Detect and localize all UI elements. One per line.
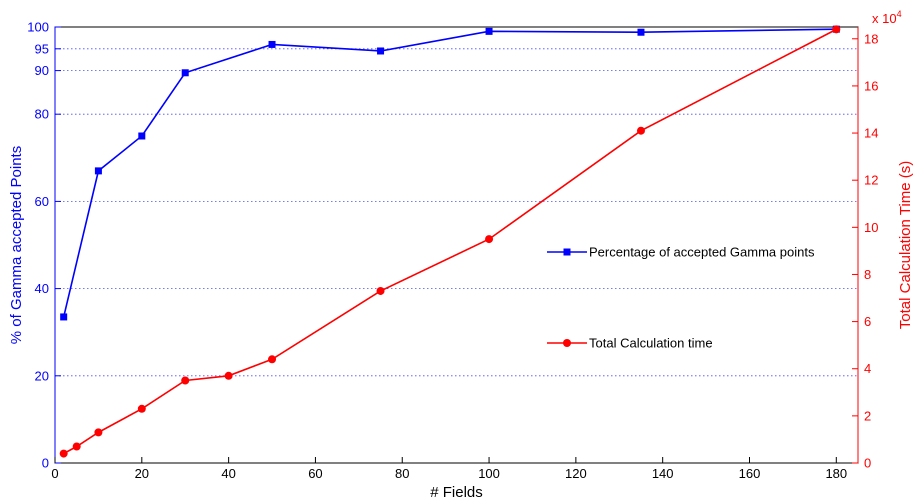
right-tick-label: 10 xyxy=(864,220,878,235)
x-tick-label: 20 xyxy=(135,466,149,481)
right-tick-label: 2 xyxy=(864,408,871,423)
exponent-power: 4 xyxy=(897,9,902,19)
data-point xyxy=(376,286,385,295)
data-point xyxy=(59,449,68,458)
legend: Percentage of accepted Gamma points Total… xyxy=(547,245,815,351)
data-point xyxy=(485,27,493,35)
legend-label: Total Calculation time xyxy=(589,336,713,351)
right-y-axis-label: Total Calculation Time (s) xyxy=(897,161,914,329)
data-point xyxy=(94,167,102,175)
right-axis-exponent: x 104 xyxy=(872,9,902,26)
x-tick-label: 60 xyxy=(308,466,322,481)
right-tick-label: 4 xyxy=(864,361,871,376)
x-tick-label: 180 xyxy=(825,466,847,481)
series-layer xyxy=(59,25,841,458)
right-y-axis: 0 2 4 6 8 10 12 14 16 18 xyxy=(852,27,878,471)
data-point xyxy=(268,40,276,48)
right-tick-label: 8 xyxy=(864,267,871,282)
data-point xyxy=(636,126,645,135)
series-line xyxy=(63,28,837,455)
left-y-axis-label: % of Gamma accepted Points xyxy=(8,146,25,344)
series-1 xyxy=(60,25,840,321)
data-point xyxy=(832,25,841,34)
x-tick-label: 0 xyxy=(51,466,58,481)
data-point xyxy=(485,235,494,244)
right-tick-label: 14 xyxy=(864,126,878,141)
data-point xyxy=(637,28,645,36)
left-tick-label: 95 xyxy=(35,41,49,56)
x-tick-label: 160 xyxy=(739,466,761,481)
x-tick-label: 80 xyxy=(395,466,409,481)
data-point xyxy=(60,313,68,321)
data-point xyxy=(181,69,189,77)
gridlines xyxy=(55,26,858,377)
data-point xyxy=(94,428,103,437)
data-point xyxy=(224,371,233,380)
left-y-axis: 0 20 40 60 80 90 95 100 xyxy=(27,20,61,471)
x-tick-label: 100 xyxy=(478,466,500,481)
series-line xyxy=(62,28,837,318)
data-point xyxy=(138,132,146,140)
right-tick-label: 12 xyxy=(864,173,878,188)
x-tick-label: 140 xyxy=(652,466,674,481)
legend-marker xyxy=(563,248,571,256)
left-tick-label: 0 xyxy=(42,456,49,471)
right-tick-label: 0 xyxy=(864,456,871,471)
legend-entry: Percentage of accepted Gamma points xyxy=(547,245,815,260)
data-point xyxy=(181,376,190,385)
left-tick-label: 100 xyxy=(27,20,49,35)
legend-marker xyxy=(563,339,571,347)
left-tick-label: 20 xyxy=(35,368,49,383)
legend-entry: Total Calculation time xyxy=(547,336,713,351)
x-axis-label: # Fields xyxy=(430,484,483,500)
legend-label: Percentage of accepted Gamma points xyxy=(589,245,815,260)
series-2 xyxy=(59,25,841,458)
right-tick-label: 6 xyxy=(864,314,871,329)
left-tick-label: 40 xyxy=(35,281,49,296)
left-tick-label: 60 xyxy=(35,194,49,209)
x-tick-label: 120 xyxy=(565,466,587,481)
x-axis: 0 20 40 60 80 100 120 140 160 180 xyxy=(51,457,847,481)
x-tick-label: 40 xyxy=(221,466,235,481)
data-point xyxy=(72,442,81,451)
right-tick-label: 16 xyxy=(864,78,878,93)
left-tick-label: 90 xyxy=(35,63,49,78)
right-tick-label: 18 xyxy=(864,31,878,46)
left-tick-label: 80 xyxy=(35,107,49,122)
data-point xyxy=(137,404,146,413)
exponent-base: x 10 xyxy=(872,11,897,26)
data-point xyxy=(268,355,277,364)
data-point xyxy=(377,47,385,55)
